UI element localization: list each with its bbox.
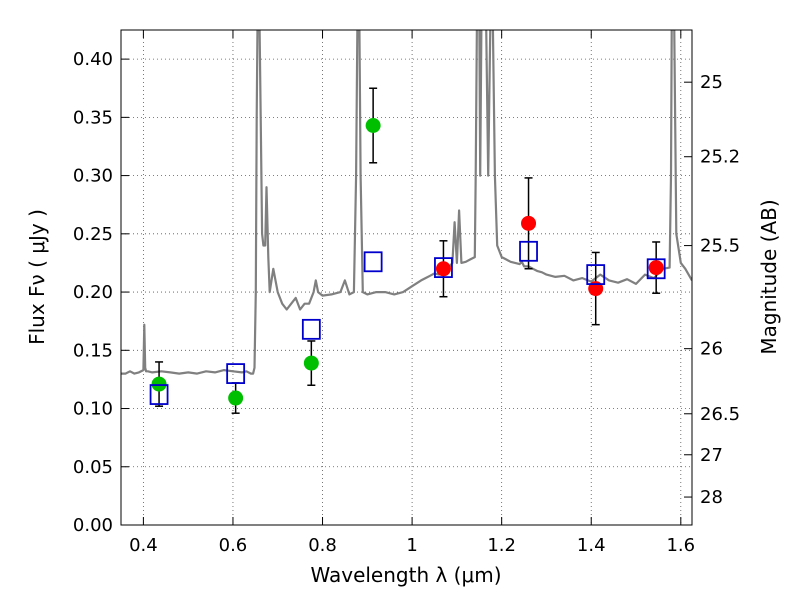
x-tick-label: 1.2 — [487, 535, 516, 556]
x-tick-label: 1.6 — [666, 535, 695, 556]
y-tick-label: 0.15 — [73, 340, 113, 361]
model_photometry-point — [363, 251, 383, 273]
axes: 0.4 0.6 0.8 1 1.2 1.4 1.6 0.00 0.05 0.10 0.15 0.20 0… — [73, 30, 740, 556]
y2-tick-label: 26.5 — [700, 404, 740, 425]
y-tick-label: 0.20 — [73, 282, 113, 303]
model_photometry-point — [226, 363, 246, 384]
model_photometry-point — [646, 258, 666, 280]
grid — [121, 30, 692, 526]
x-tick-label: 1.4 — [577, 535, 606, 556]
model_photometry-point — [434, 257, 453, 279]
y-tick-label: 0.10 — [73, 399, 113, 420]
y2-tick-label: 25.5 — [700, 236, 740, 257]
x-tick-label: 0.8 — [308, 535, 337, 556]
photometry_blue-point — [365, 118, 381, 134]
data-layer — [121, 30, 692, 414]
plot-frame — [120, 29, 693, 526]
x-tick-label: 0.6 — [219, 535, 248, 556]
y-tick-label: 0.25 — [73, 224, 113, 245]
y-axis-title: Flux Fν ( μJy ) — [25, 209, 49, 345]
x-axis-title: Wavelength λ (μm) — [310, 563, 501, 587]
y2-tick-label: 28 — [700, 487, 723, 508]
photometry_blue-point — [228, 390, 244, 406]
model_photometry-point — [301, 318, 321, 340]
y2-tick-label: 26 — [700, 339, 723, 360]
photometry_blue-point — [151, 376, 167, 392]
y2-tick-label: 27 — [700, 445, 723, 466]
y2-tick-label: 25 — [700, 72, 723, 93]
model_photometry-point — [519, 240, 538, 262]
photometry_red-point — [521, 215, 537, 231]
y-tick-label: 0.30 — [73, 166, 113, 187]
model_photometry-point — [149, 384, 169, 405]
x-tick-label: 1 — [406, 535, 417, 556]
x-tick-label: 0.4 — [129, 535, 158, 556]
y-tick-label: 0.35 — [73, 107, 113, 128]
y-tick-label: 0.00 — [73, 515, 113, 536]
photometry_blue-point — [303, 355, 319, 371]
photometry_red-point — [435, 261, 451, 277]
y2-axis-title: Magnitude (AB) — [757, 199, 781, 354]
photometry_red-point — [648, 260, 664, 276]
model-spectrum-line — [121, 30, 692, 375]
model_photometry-point — [586, 264, 606, 285]
y2-tick-label: 25.2 — [700, 147, 740, 168]
y-tick-label: 0.05 — [73, 457, 113, 478]
y-tick-label: 0.40 — [73, 49, 113, 70]
